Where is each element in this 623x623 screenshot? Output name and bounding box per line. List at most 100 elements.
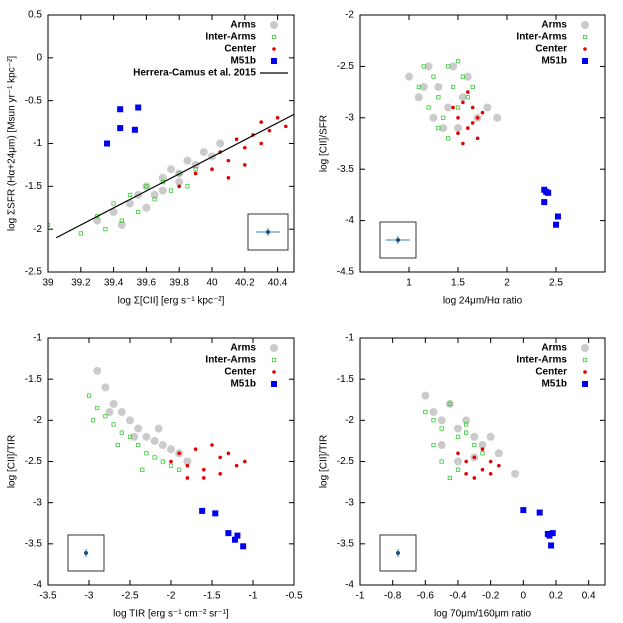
legend-marker: [272, 370, 276, 374]
x-tick-label: -1.5: [203, 591, 221, 602]
legend-marker: [272, 47, 276, 51]
point: [130, 432, 139, 441]
y-tick-label: -1.5: [25, 374, 43, 385]
point: [470, 432, 479, 441]
point: [185, 184, 190, 189]
y-tick-label: -3.5: [337, 538, 355, 549]
error-point: [396, 238, 400, 242]
x-tick-label: 39: [42, 278, 54, 289]
point: [414, 93, 423, 102]
point: [419, 82, 428, 91]
x-axis-label: log Σ[CII] [erg s⁻¹ kpc⁻²]: [118, 296, 225, 307]
point: [497, 463, 501, 468]
y-tick-label: -1.5: [337, 374, 355, 385]
x-tick-label: -2.5: [121, 591, 139, 602]
point: [424, 62, 433, 71]
error-point: [396, 551, 400, 555]
point: [93, 366, 102, 375]
x-axis-label: log 24μm/Hα ratio: [443, 296, 523, 307]
x-tick-label: -1: [356, 591, 365, 602]
point: [472, 442, 477, 448]
point: [423, 409, 428, 415]
point: [511, 469, 520, 478]
point: [127, 434, 133, 439]
legend-marker: [270, 344, 278, 352]
y-tick-label: 0: [36, 52, 42, 63]
point: [549, 530, 556, 537]
point: [545, 189, 552, 196]
x-tick-label: 0.2: [549, 591, 563, 602]
x-tick-label: -0.5: [285, 591, 303, 602]
point: [275, 116, 280, 120]
point: [434, 82, 443, 91]
x-tick-label: -0.2: [482, 591, 500, 602]
error-point: [266, 230, 270, 234]
x-tick-label: 2: [504, 278, 510, 289]
point: [486, 432, 495, 441]
point: [466, 90, 470, 94]
point: [91, 418, 96, 423]
y-tick-label: -2: [33, 415, 42, 426]
panel: -3.5 -3 -2.5 -2 -1.5 -1 -0.5-4-3.5-3-2.5-2-1.5…: [7, 333, 303, 620]
point: [462, 416, 471, 425]
legend-label: Center: [535, 44, 567, 55]
point: [470, 105, 475, 110]
point: [93, 216, 102, 225]
point: [117, 408, 126, 417]
point: [210, 167, 214, 171]
point: [461, 141, 465, 146]
point: [483, 103, 492, 112]
y-tick-label: -2: [33, 224, 42, 235]
x-tick-label: -3.5: [39, 591, 57, 602]
x-tick-label: 0: [521, 591, 527, 602]
point: [177, 451, 181, 456]
legend-label: Arms: [541, 343, 567, 354]
point: [234, 532, 241, 539]
x-tick-label: 39.6: [137, 278, 157, 289]
x-tick-label: 40.4: [268, 278, 288, 289]
legend-label: M51b: [541, 56, 567, 67]
point: [458, 93, 467, 102]
point: [95, 405, 100, 411]
legend-label: Arms: [230, 20, 256, 31]
point: [103, 414, 108, 419]
point: [158, 441, 167, 450]
y-tick-label: -4.5: [337, 267, 355, 278]
point: [103, 227, 108, 232]
point: [259, 120, 264, 124]
point: [226, 158, 231, 163]
point: [548, 542, 555, 549]
x-tick-label: -0.6: [417, 591, 435, 602]
point: [152, 197, 157, 202]
point: [464, 430, 469, 435]
x-tick-label: -3: [85, 591, 94, 602]
point: [131, 126, 138, 133]
point: [144, 184, 149, 189]
panel: 1 1.5 2 2.5 -4.5 -4 -3.5 -3 -2.5 -2 log 24μm/Hα ra…: [319, 10, 606, 307]
point: [119, 218, 124, 223]
point: [218, 455, 222, 460]
legend-label: Inter-Arms: [516, 32, 567, 43]
legend-marker: [583, 370, 587, 374]
point: [405, 72, 413, 81]
point: [494, 449, 503, 458]
x-tick-label: 39.8: [169, 278, 189, 289]
point: [177, 467, 182, 472]
legend-marker: [271, 34, 277, 40]
y-tick-label: -3.5: [337, 164, 355, 175]
y-axis-label: log [CII]/SFR: [319, 115, 330, 172]
x-tick-label: -0.4: [449, 591, 467, 602]
point: [464, 472, 468, 476]
point: [436, 125, 441, 131]
marks: [48, 104, 294, 239]
point: [429, 408, 438, 417]
point: [104, 140, 111, 147]
point: [421, 64, 426, 69]
point: [456, 131, 460, 136]
point: [105, 408, 114, 417]
point: [185, 463, 190, 468]
point: [199, 148, 208, 157]
legend-marker: [271, 381, 277, 387]
point: [136, 209, 141, 215]
